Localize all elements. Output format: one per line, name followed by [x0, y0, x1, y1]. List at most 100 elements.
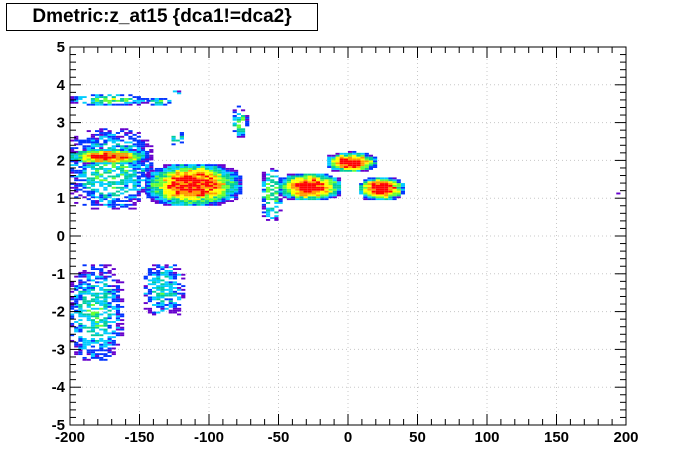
heatmap-cell — [167, 190, 172, 193]
heatmap-cell — [327, 154, 332, 157]
heatmap-cell — [90, 266, 96, 269]
heatmap-cell — [149, 156, 154, 159]
heatmap-cell — [335, 162, 340, 165]
heatmap-cell — [132, 179, 137, 182]
heatmap-cell — [145, 98, 150, 100]
heatmap-cell — [307, 181, 312, 184]
heatmap-cell — [192, 173, 197, 176]
heatmap-cell — [86, 290, 91, 293]
heatmap-cell — [90, 326, 96, 329]
heatmap-cell — [74, 311, 79, 314]
heatmap-cell — [103, 177, 108, 180]
heatmap-cell — [86, 351, 91, 354]
heatmap-cell — [282, 181, 287, 184]
heatmap-cell — [86, 288, 91, 291]
heatmap-cell — [316, 192, 321, 195]
heatmap-cell — [192, 171, 197, 174]
heatmap-cell — [200, 175, 205, 178]
heatmap-cell — [86, 103, 91, 106]
heatmap-cell — [240, 118, 246, 121]
heatmap-cell — [163, 190, 168, 193]
heatmap-cell — [99, 150, 104, 153]
heatmap-cell — [86, 179, 91, 182]
heatmap-cell — [261, 175, 266, 178]
heatmap-cell — [158, 169, 164, 172]
heatmap-cell — [167, 169, 172, 172]
heatmap-cell — [282, 186, 287, 189]
heatmap-cell — [132, 203, 137, 206]
heatmap-cell — [120, 192, 125, 195]
heatmap-cell — [103, 156, 108, 159]
heatmap-cell — [209, 167, 214, 170]
heatmap-cell — [183, 183, 189, 185]
heatmap-cell — [70, 160, 75, 163]
cluster-small-blob-78 — [232, 105, 250, 138]
heatmap-cell — [200, 194, 205, 197]
heatmap-cell — [136, 139, 141, 142]
heatmap-cell — [150, 186, 155, 189]
heatmap-cell — [136, 167, 141, 170]
heatmap-cell — [164, 264, 169, 267]
heatmap-cell — [209, 192, 214, 195]
heatmap-cell — [124, 205, 129, 208]
heatmap-cell — [384, 186, 389, 189]
heatmap-cell — [160, 305, 165, 308]
heatmap-cell — [396, 186, 401, 189]
heatmap-cell — [74, 201, 79, 204]
heatmap-cell — [95, 167, 100, 170]
heatmap-cell — [225, 173, 230, 176]
heatmap-cell — [171, 164, 176, 167]
heatmap-cell — [115, 203, 121, 206]
heatmap-cell — [192, 196, 197, 199]
heatmap-cell — [136, 149, 141, 151]
heatmap-cell — [95, 324, 100, 327]
heatmap-cell — [392, 181, 397, 184]
heatmap-cell — [74, 169, 79, 172]
heatmap-cell — [124, 98, 129, 100]
heatmap-cell — [348, 154, 353, 157]
heatmap-cell — [82, 158, 87, 161]
heatmap-cell — [164, 285, 169, 288]
heatmap-cell — [115, 152, 121, 155]
heatmap-cell — [172, 305, 178, 308]
heatmap-cell — [324, 190, 329, 193]
heatmap-cell — [163, 194, 168, 197]
heatmap-cell — [303, 194, 308, 197]
heatmap-cell — [128, 137, 133, 140]
heatmap-cell — [86, 160, 91, 163]
heatmap-cell — [146, 171, 151, 174]
heatmap-cell — [115, 307, 121, 310]
heatmap-cell — [200, 200, 205, 202]
heatmap-cell — [368, 158, 374, 161]
heatmap-cell — [167, 164, 172, 167]
heatmap-cell — [311, 192, 317, 195]
heatmap-cell — [192, 179, 197, 182]
heatmap-cell — [177, 298, 182, 301]
heatmap-cell — [213, 200, 218, 202]
heatmap-cell — [70, 317, 75, 320]
heatmap-cell — [303, 179, 308, 182]
heatmap-cell — [107, 343, 112, 346]
heatmap-cell — [99, 275, 104, 278]
heatmap-cell — [183, 166, 189, 168]
heatmap-cell — [265, 209, 271, 212]
heatmap-cell — [78, 150, 83, 153]
heatmap-cell — [307, 194, 312, 197]
heatmap-cell — [115, 94, 121, 97]
heatmap-cell — [78, 98, 83, 100]
heatmap-cell — [196, 192, 201, 195]
heatmap-cell — [103, 99, 108, 102]
heatmap-cell — [70, 171, 75, 174]
heatmap-cell — [86, 305, 91, 308]
heatmap-cell — [204, 166, 209, 168]
heatmap-cell — [245, 122, 250, 125]
heatmap-cell — [245, 115, 250, 117]
heatmap-cell — [384, 190, 389, 193]
heatmap-cell — [90, 183, 96, 185]
heatmap-cell — [147, 296, 153, 299]
heatmap-cell — [74, 341, 79, 344]
x-axis: -200 -150 -100 -50 0 50 100 150 200 — [55, 47, 639, 446]
heatmap-cell — [339, 169, 344, 172]
heatmap-cell — [90, 330, 96, 333]
heatmap-cell — [140, 169, 146, 172]
